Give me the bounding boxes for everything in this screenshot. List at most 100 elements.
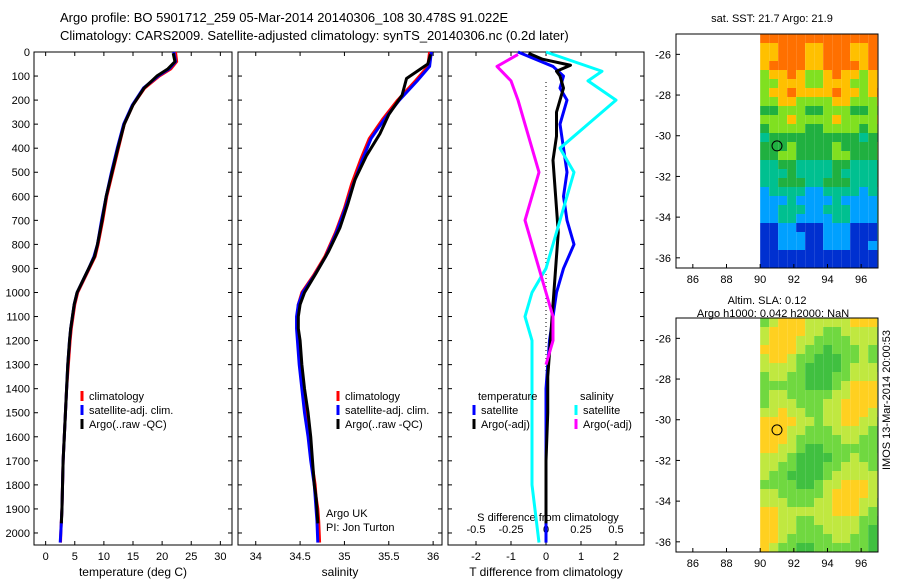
map-cell [832, 390, 842, 399]
map-cell [832, 399, 842, 408]
map-cell [814, 471, 824, 480]
map-cell [787, 187, 797, 196]
map-cell [805, 79, 815, 88]
map-cell [841, 345, 851, 354]
map-cell [787, 327, 797, 336]
map-cell [850, 426, 860, 435]
map-cell [850, 498, 860, 507]
map-cell [814, 124, 824, 133]
map-cell [832, 169, 842, 178]
map-cell [787, 133, 797, 142]
map-cell [787, 142, 797, 151]
map-cell [832, 241, 842, 250]
x2-tick-label: 0.25 [570, 524, 591, 536]
map-cell [814, 345, 824, 354]
map-cell [769, 471, 779, 480]
map-cell [787, 196, 797, 205]
map-cell [859, 543, 869, 552]
map-cell [760, 372, 770, 381]
map-cell [787, 525, 797, 534]
map-cell [823, 160, 833, 169]
y-tick-label: 700 [12, 215, 30, 227]
map-cell [823, 223, 833, 232]
map-cell [868, 489, 878, 498]
map-cell [787, 61, 797, 70]
map-cell [769, 43, 779, 52]
map-x-tick-label: 90 [754, 558, 766, 570]
map-cell [859, 471, 869, 480]
map-cell [832, 435, 842, 444]
map-cell [796, 70, 806, 79]
map-cell [805, 34, 815, 43]
map-cell [778, 354, 788, 363]
map-cell [859, 525, 869, 534]
map-y-tick-label: -32 [655, 171, 671, 183]
map-cell [841, 142, 851, 151]
map-title: sat. SST: 21.7 Argo: 21.9 [711, 13, 833, 25]
map-cell [832, 223, 842, 232]
map-cell [796, 133, 806, 142]
map-cell [769, 88, 779, 97]
map-cell [787, 462, 797, 471]
map-cell [796, 399, 806, 408]
map-cell [850, 363, 860, 372]
map-cell [814, 241, 824, 250]
map-cell [796, 318, 806, 327]
map-cell [760, 151, 770, 160]
map-cell [841, 115, 851, 124]
map-cell [778, 543, 788, 552]
x-tick-label: -1 [506, 551, 516, 563]
x-tick-label: 20 [156, 551, 168, 563]
map-cell [868, 205, 878, 214]
map-cell [823, 453, 833, 462]
map-cell [805, 241, 815, 250]
map-cell [805, 354, 815, 363]
map-cell [868, 399, 878, 408]
map-cell [868, 178, 878, 187]
map-cell [841, 232, 851, 241]
map-cell [868, 79, 878, 88]
map-cell [805, 70, 815, 79]
map-cell [760, 327, 770, 336]
map-cell [823, 498, 833, 507]
y-tick-label: 1200 [6, 336, 30, 348]
map-cell [832, 543, 842, 552]
map-cell [823, 124, 833, 133]
map-cell [796, 106, 806, 115]
map-cell [769, 160, 779, 169]
map-cell [805, 43, 815, 52]
map-cell [769, 34, 779, 43]
series-line-argo-raw-qc- [59, 52, 177, 524]
map-cell [814, 525, 824, 534]
map-cell [859, 106, 869, 115]
map-cell [805, 142, 815, 151]
map-cell [805, 471, 815, 480]
map-cell [868, 250, 878, 259]
map-x-tick-label: 94 [821, 558, 833, 570]
map-cell [868, 426, 878, 435]
map-cell [805, 336, 815, 345]
legend-label: climatology [89, 391, 145, 403]
map-y-tick-label: -28 [655, 374, 671, 386]
map-cell [769, 214, 779, 223]
map-cell [778, 345, 788, 354]
map-y-tick-label: -26 [655, 49, 671, 61]
map-cell [823, 187, 833, 196]
salinity-panel: 34 34.5 35 35.5 36 salinity climatology satelli… [237, 51, 443, 579]
map-cell [796, 471, 806, 480]
map-cell [841, 525, 851, 534]
map-cell [868, 372, 878, 381]
y-tick-label: 1600 [6, 432, 30, 444]
map-cell [787, 52, 797, 61]
y-tick-label: 600 [12, 191, 30, 203]
map-cell [778, 435, 788, 444]
map-cell [823, 133, 833, 142]
map-cell [850, 178, 860, 187]
map-cell [859, 97, 869, 106]
map-cell [805, 214, 815, 223]
map-cell [778, 88, 788, 97]
map-cell [778, 61, 788, 70]
map-x-tick-label: 90 [754, 274, 766, 286]
map-cell [760, 534, 770, 543]
map-cell [832, 426, 842, 435]
